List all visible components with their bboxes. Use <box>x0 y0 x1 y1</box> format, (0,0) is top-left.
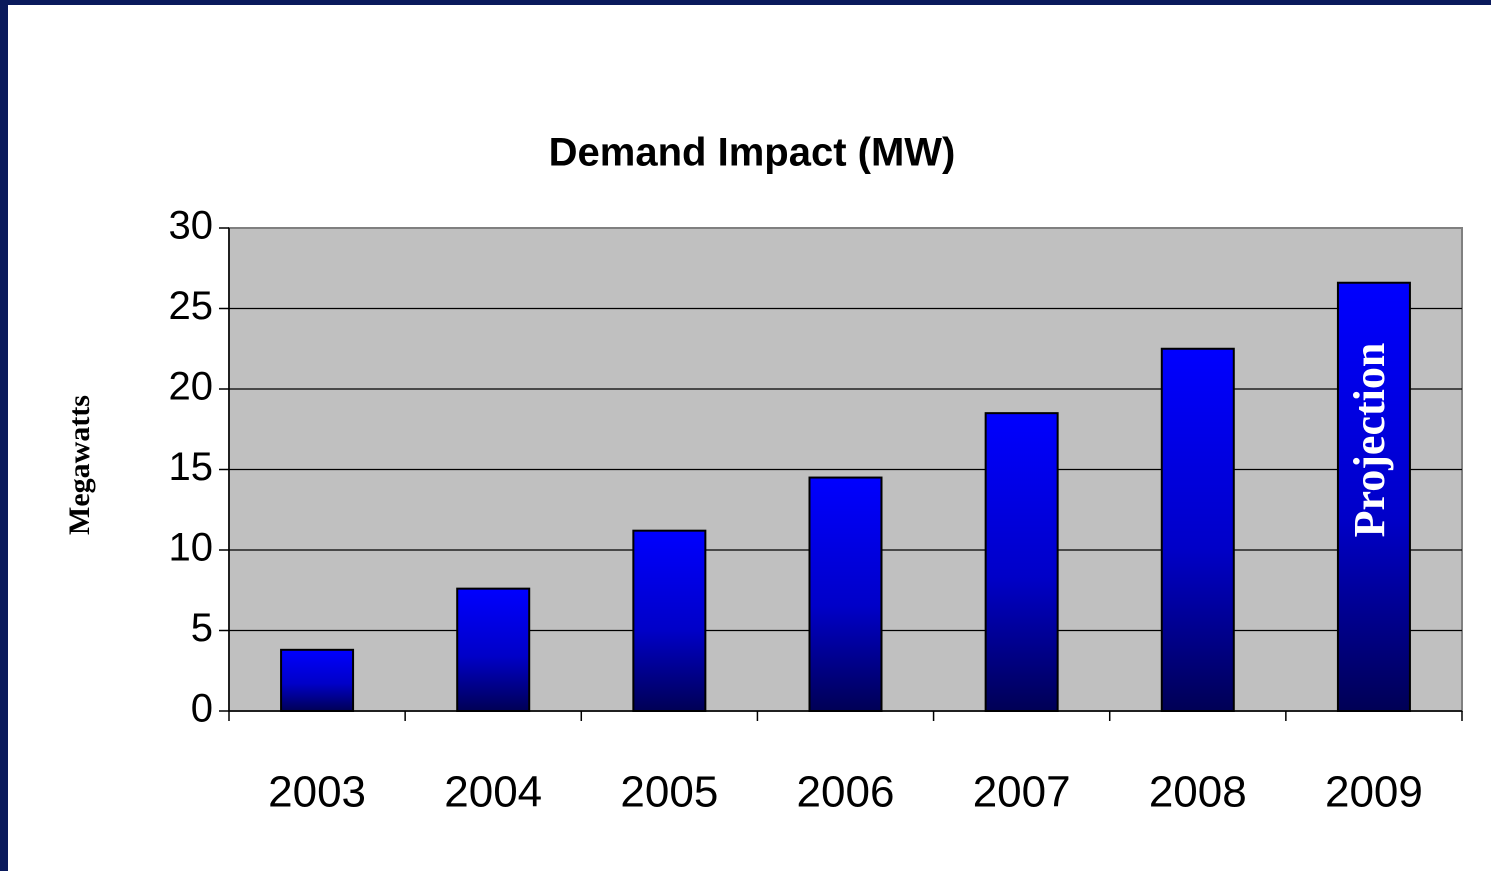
y-axis-label: Megawatts <box>63 395 96 535</box>
y-tick-label: 5 <box>191 606 213 650</box>
annotation: Projection <box>1345 343 1394 538</box>
y-tick-label: 10 <box>169 526 214 570</box>
x-tick-label: 2003 <box>268 768 366 817</box>
chart-title: Demand Impact (MW) <box>549 131 956 175</box>
bar <box>280 648 355 713</box>
y-tick-label: 30 <box>169 204 214 248</box>
bar <box>808 476 883 712</box>
y-tick-label: 15 <box>169 445 214 489</box>
x-tick-label: 2007 <box>973 768 1071 817</box>
y-tick-label: 0 <box>191 687 213 731</box>
x-tick-label: 2008 <box>1149 768 1247 817</box>
bar <box>456 587 531 713</box>
x-tick-label: 2005 <box>620 768 718 817</box>
y-tick-label: 20 <box>169 365 214 409</box>
y-tick-label: 25 <box>169 284 214 328</box>
x-tick-label: 2009 <box>1325 768 1423 817</box>
x-tick-label: 2006 <box>797 768 895 817</box>
bar <box>632 529 707 712</box>
x-tick-label: 2004 <box>444 768 542 817</box>
bar <box>1160 347 1235 712</box>
bar <box>984 412 1059 712</box>
bar <box>1336 281 1411 712</box>
